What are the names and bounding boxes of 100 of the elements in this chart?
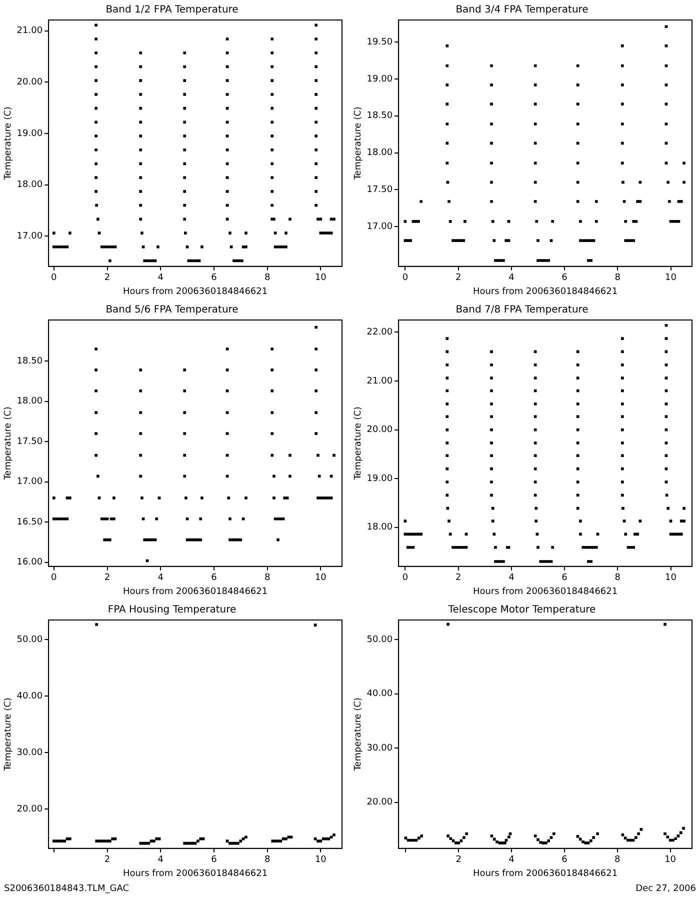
point	[462, 546, 466, 549]
point	[490, 84, 493, 86]
x-tick-label: 0	[402, 273, 408, 284]
point	[316, 840, 320, 842]
point	[279, 840, 282, 842]
point	[139, 474, 142, 478]
point	[584, 842, 588, 844]
point	[158, 496, 161, 500]
point	[592, 239, 596, 242]
point	[147, 842, 150, 845]
point	[454, 239, 458, 242]
point	[283, 496, 286, 500]
x-tick-label: 4	[508, 273, 515, 284]
point	[624, 239, 628, 242]
point	[629, 838, 632, 842]
x-tick-label: 4	[158, 273, 164, 284]
point	[490, 376, 493, 380]
point	[95, 623, 98, 626]
point	[664, 442, 668, 444]
point	[491, 520, 494, 522]
point	[139, 79, 142, 82]
point	[446, 350, 449, 354]
point	[576, 162, 580, 165]
point	[622, 180, 624, 184]
point	[590, 839, 592, 842]
x-axis-title: Hours from 2006360184846621	[122, 286, 268, 297]
chart-title: FPA Housing Temperature	[108, 604, 236, 616]
x-tick-label: 8	[264, 573, 270, 584]
point	[446, 442, 449, 444]
point	[314, 65, 318, 68]
point	[52, 840, 56, 842]
point	[98, 840, 101, 842]
point	[664, 84, 668, 86]
point	[499, 259, 502, 262]
point	[680, 520, 683, 522]
y-tick-label: 18.00	[16, 180, 43, 190]
point	[108, 840, 112, 842]
point	[676, 834, 680, 838]
point	[94, 368, 98, 372]
point	[324, 232, 328, 234]
point	[494, 259, 497, 262]
point	[582, 239, 585, 242]
point	[626, 546, 630, 549]
point	[152, 840, 156, 842]
point	[490, 363, 493, 366]
point	[199, 837, 202, 840]
point	[270, 51, 274, 54]
point	[666, 180, 670, 184]
x-tick-label: 8	[614, 273, 621, 284]
point	[507, 239, 510, 242]
point	[621, 415, 624, 418]
point	[576, 506, 580, 510]
point	[270, 454, 274, 457]
point	[191, 842, 194, 845]
point	[576, 442, 580, 444]
point	[417, 220, 420, 223]
point	[284, 245, 288, 248]
point	[270, 368, 274, 372]
point	[330, 496, 333, 500]
point	[544, 560, 548, 563]
point	[316, 454, 320, 457]
y-axis-title: Temperature (C)	[354, 106, 364, 181]
point	[244, 245, 248, 248]
point	[139, 162, 142, 166]
point	[286, 496, 289, 500]
point	[621, 162, 624, 165]
point	[498, 842, 502, 844]
point	[586, 842, 590, 844]
chart-title: Telescope Motor Temperature	[447, 604, 596, 616]
x-tick-label: 8	[614, 573, 621, 584]
point	[200, 245, 204, 248]
point	[456, 546, 460, 549]
point	[446, 622, 450, 626]
point	[231, 842, 234, 845]
point	[539, 560, 542, 563]
point	[60, 245, 64, 248]
point	[490, 389, 493, 392]
point	[183, 368, 186, 372]
point	[200, 496, 204, 500]
y-tick-label: 19.00	[366, 74, 393, 84]
y-tick-label: 21.00	[366, 376, 393, 386]
y-tick-label: 50.00	[16, 635, 43, 646]
point	[584, 546, 588, 549]
point	[199, 517, 202, 520]
point	[94, 176, 98, 180]
x-tick-label: 8	[614, 855, 621, 866]
point	[239, 538, 242, 542]
point	[68, 232, 72, 234]
point	[58, 517, 61, 520]
point	[462, 239, 466, 242]
point	[582, 840, 584, 844]
point	[139, 148, 142, 152]
point	[682, 506, 686, 510]
point	[534, 520, 538, 522]
point	[142, 517, 145, 520]
point	[150, 840, 153, 842]
point	[96, 474, 100, 478]
point	[594, 200, 598, 203]
point	[100, 245, 104, 248]
y-axis-title: Temperature (C)	[4, 106, 14, 181]
